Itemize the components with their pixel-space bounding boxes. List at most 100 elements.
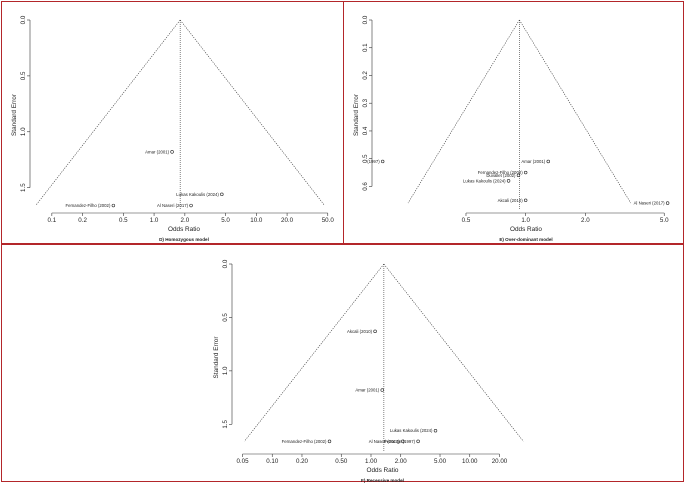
x-axis-title: Odds Ratio <box>367 467 399 474</box>
study-point <box>220 192 224 197</box>
funnel-plot-e: 0.5 1.0 2.0 5.0 Odds Ratio 0.0 0.1 0.2 0.3 0.4 0.5… <box>353 15 670 242</box>
x-tick-label: 0.20 <box>296 458 309 465</box>
y-axis-title: Standard Error <box>353 93 360 136</box>
funnel-right-line <box>383 263 524 442</box>
study-point <box>506 179 511 183</box>
y-tick-label: 0.0 <box>20 15 27 24</box>
study-point-group: Fernandez-Filho (2002) <box>282 439 332 444</box>
x-tick-label: 5.00 <box>434 458 447 465</box>
study-point <box>189 203 193 208</box>
x-tick-label: 20.00 <box>492 458 508 465</box>
study-label: Petrange (1997) <box>384 439 416 444</box>
study-point-group: Fernandez-Filho (2002) <box>65 203 116 208</box>
x-tick-label: 0.10 <box>266 458 279 465</box>
x-tick-label: 2.0 <box>581 217 590 224</box>
y-tick-label: 1.0 <box>20 127 27 136</box>
funnel-plot-f: 0.05 0.10 0.20 0.50 1.00 2.00 5.00 10.00 20.00 Od… <box>213 259 524 483</box>
study-label: Al Naseri (2017) <box>634 201 666 206</box>
y-tick-label: 0.0 <box>362 15 369 24</box>
x-tick-label: 10.00 <box>462 458 478 465</box>
y-axis: 0.0 0.5 1.0 1.5 <box>20 15 31 192</box>
x-tick-label: 0.50 <box>335 458 348 465</box>
study-label: Amar (2001) <box>521 159 545 164</box>
study-label: Duvallet (2002) <box>486 173 516 178</box>
study-point <box>401 439 405 444</box>
study-label: Amar (2001) <box>355 388 379 393</box>
study-point <box>523 198 528 202</box>
y-tick-label: 0.3 <box>362 98 369 107</box>
panel-caption: D) Homozygous model <box>159 237 209 242</box>
study-point-group: Amar (2001) <box>355 388 384 393</box>
study-point-group: Al Naseri (2017) <box>157 203 193 208</box>
study-point-group: Al Naseri (2017) <box>634 201 670 206</box>
y-tick-label: 1.0 <box>222 366 229 375</box>
x-tick-label: 0.2 <box>78 217 87 224</box>
study-label: Lukas Kakoulis (2024) <box>390 428 433 433</box>
study-point-group: Lukas Kakoulis (2024) <box>463 178 511 183</box>
study-label: Lukas Kakoulis (2024) <box>463 178 506 183</box>
funnel-plot-d: 0.1 0.2 0.5 1.0 2.0 5.0 10.0 20.0 50.0 Odds Ratio… <box>11 15 335 242</box>
study-point-group: Petrange (1997) <box>384 439 420 444</box>
panel-caption: E) Over-dominant model <box>499 237 552 242</box>
study-point-group: (1997) <box>367 159 385 164</box>
panel-caption: F) Recessive model <box>361 478 404 483</box>
x-axis-title: Odds Ratio <box>168 226 200 233</box>
x-axis: 0.5 1.0 2.0 5.0 <box>462 212 669 224</box>
x-axis: 0.05 0.10 0.20 0.50 1.00 2.00 5.00 10.00 20.00 <box>236 453 508 465</box>
study-point <box>380 159 385 164</box>
study-point-group: Lukas Kakoulis (2024) <box>176 192 224 197</box>
study-label: Al Naseri (2017) <box>157 203 189 208</box>
study-point <box>380 388 384 392</box>
x-tick-label: 5.0 <box>660 217 669 224</box>
x-tick-label: 0.1 <box>48 217 57 224</box>
y-axis-title: Standard Error <box>213 336 220 379</box>
x-tick-label: 0.05 <box>236 458 249 465</box>
x-axis-title: Odds Ratio <box>510 226 542 233</box>
study-point <box>523 170 528 175</box>
panel-d-homozygous: 0.1 0.2 0.5 1.0 2.0 5.0 10.0 20.0 50.0 Odds Ratio… <box>1 1 344 244</box>
funnel-left-line <box>407 19 520 204</box>
study-point-group: Amar (2001) <box>521 159 550 164</box>
y-tick-label: 0.6 <box>362 182 369 191</box>
study-point <box>665 201 670 205</box>
study-point <box>416 439 420 444</box>
y-tick-label: 0.4 <box>362 126 369 135</box>
study-point <box>433 428 438 433</box>
panel-f-recessive: 0.05 0.10 0.20 0.50 1.00 2.00 5.00 10.00 20.00 Od… <box>1 244 684 483</box>
x-tick-label: 20.0 <box>281 217 294 224</box>
x-tick-label: 2.0 <box>181 217 190 224</box>
study-label: Fernandez-Filho (2002) <box>65 203 110 208</box>
study-point-group: Al Naseri (2017) <box>369 439 405 444</box>
x-tick-label: 1.0 <box>521 217 530 224</box>
x-tick-label: 2.00 <box>395 458 408 465</box>
y-tick-label: 0.1 <box>362 43 369 52</box>
y-axis: 0.0 0.1 0.2 0.3 0.4 0.5 0.6 <box>362 15 373 191</box>
y-tick-label: 1.5 <box>222 419 229 428</box>
study-point <box>373 329 377 334</box>
study-label: (1997) <box>367 159 380 164</box>
study-label: Akcali (2010) <box>347 329 373 334</box>
y-tick-label: 0.5 <box>20 71 27 80</box>
study-point-group: Fernandez-Filho (2002) <box>478 170 528 175</box>
y-tick-label: 0.0 <box>222 259 229 268</box>
x-tick-label: 50.0 <box>322 217 335 224</box>
funnel-left-line <box>244 263 385 442</box>
study-label: Lukas Kakoulis (2024) <box>176 192 219 197</box>
x-tick-label: 0.5 <box>119 217 128 224</box>
x-tick-label: 1.0 <box>150 217 159 224</box>
study-label: Amar (2001) <box>145 149 169 154</box>
study-point <box>327 439 332 444</box>
y-tick-label: 0.5 <box>362 154 369 163</box>
study-point-group: Duvallet (2002) <box>486 173 521 178</box>
study-point <box>111 203 116 208</box>
y-tick-label: 0.5 <box>222 313 229 322</box>
y-tick-label: 0.2 <box>362 71 369 80</box>
study-point-group: Akcali (2010) <box>498 198 528 203</box>
study-label: Al Naseri (2017) <box>369 439 401 444</box>
y-axis: 0.0 0.5 1.0 1.5 <box>222 259 233 429</box>
study-point <box>546 159 550 164</box>
funnel-right-line <box>519 19 632 204</box>
study-point <box>516 173 521 178</box>
study-label: Akcali (2010) <box>498 198 524 203</box>
funnel-left-line <box>35 19 181 206</box>
